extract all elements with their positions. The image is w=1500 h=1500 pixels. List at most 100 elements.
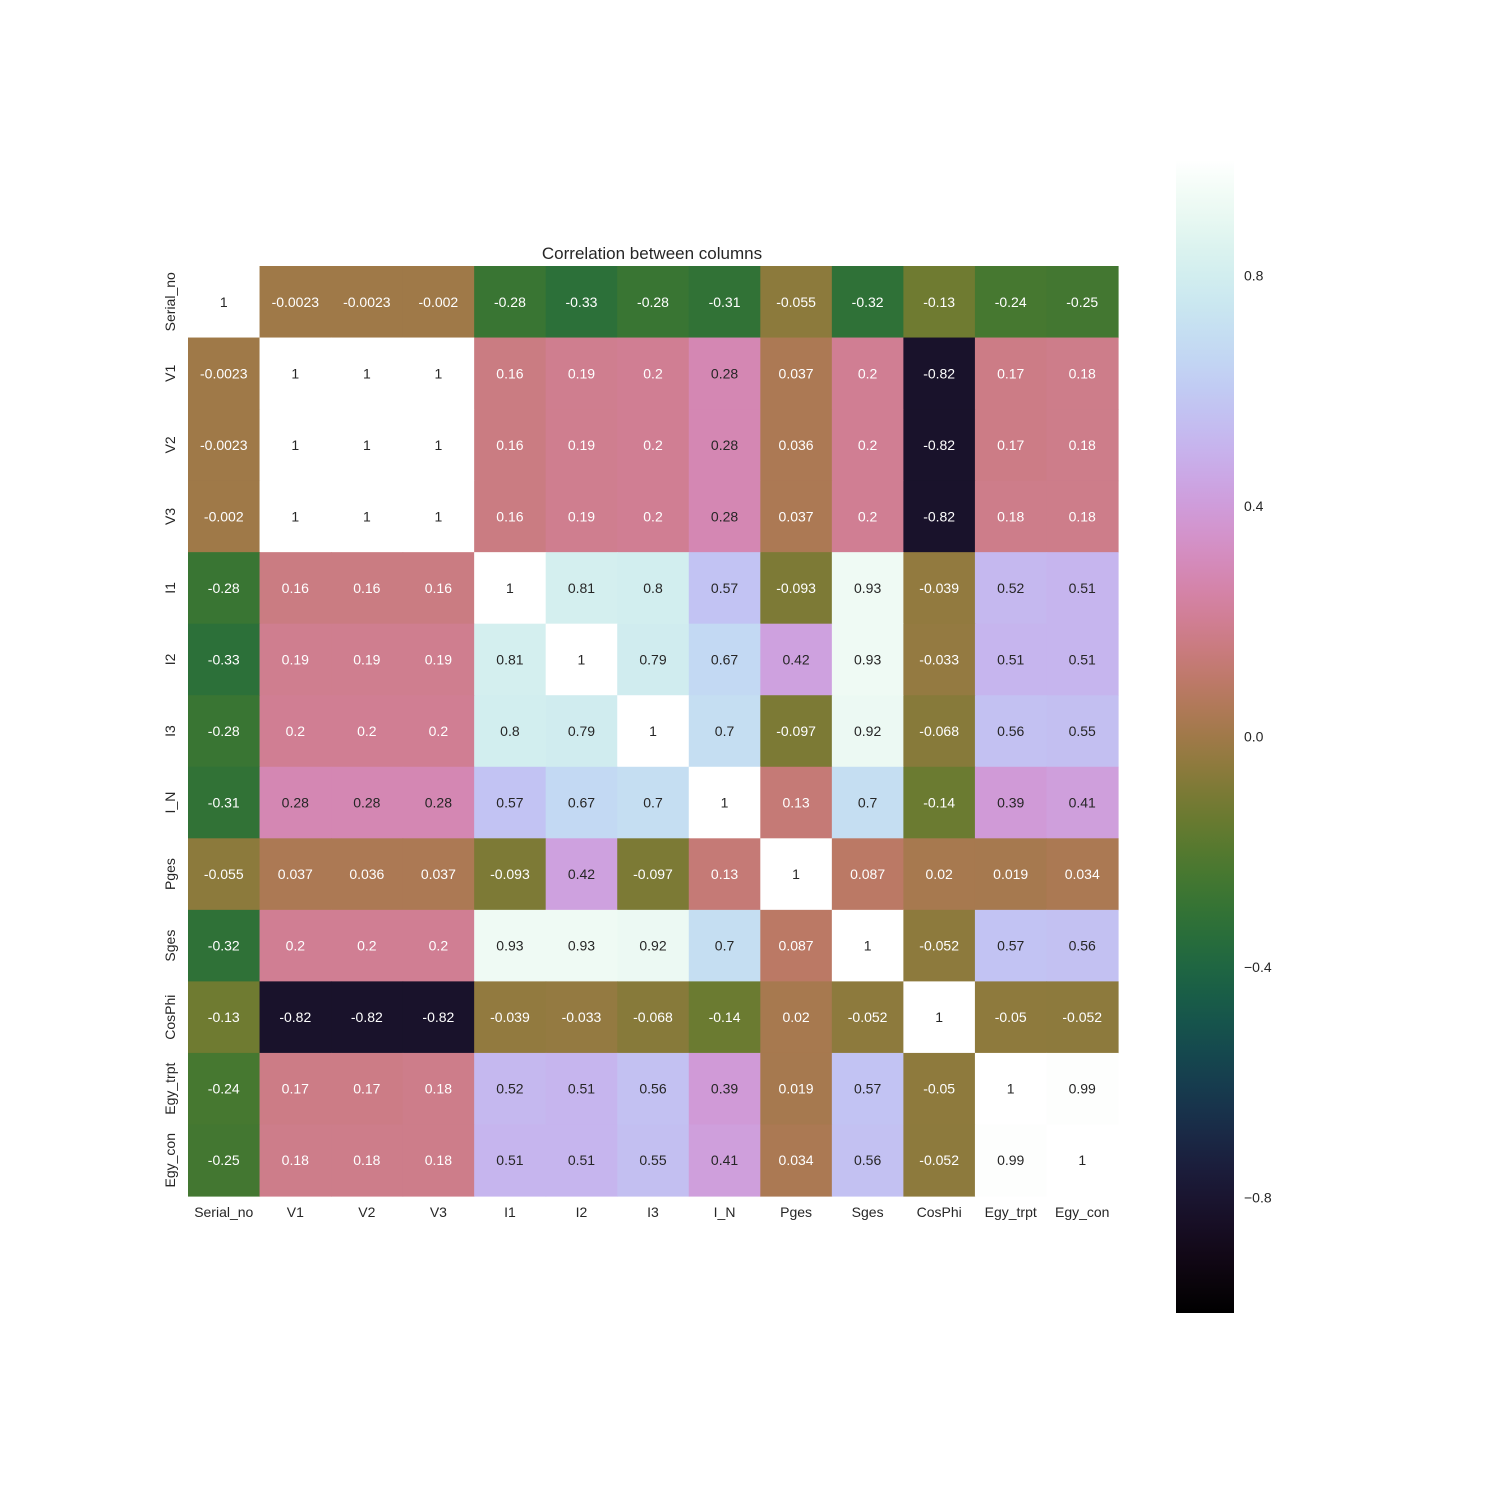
heatmap-cell-label: -0.05 (995, 1009, 1027, 1025)
y-tick-label: Egy_trpt (162, 1063, 178, 1115)
heatmap-cell (903, 695, 976, 768)
heatmap-cell (402, 909, 475, 982)
heatmap-cell-label: -0.82 (422, 1009, 454, 1025)
heatmap-cell-label: 0.037 (278, 866, 313, 882)
heatmap-cell (188, 409, 261, 482)
heatmap-cell-label: 0.037 (421, 866, 456, 882)
heatmap-cell (545, 480, 618, 553)
x-tick-label: Pges (780, 1204, 812, 1220)
heatmap-cell (188, 981, 261, 1054)
heatmap-cell-label: 0.28 (425, 795, 452, 811)
heatmap-cell (474, 766, 547, 839)
heatmap-cell (545, 409, 618, 482)
heatmap-cell (331, 1052, 404, 1126)
heatmap-cell-label: 0.51 (568, 1152, 595, 1168)
heatmap-cell (831, 1052, 904, 1126)
heatmap-cell (974, 909, 1048, 982)
heatmap-cell-label: 0.79 (639, 651, 666, 667)
heatmap-cell (545, 766, 618, 839)
heatmap-cell (760, 909, 833, 982)
heatmap-cell (402, 480, 475, 553)
heatmap-cell-label: 0.93 (496, 938, 523, 954)
heatmap-cell (331, 552, 404, 625)
heatmap-cell (188, 1124, 261, 1197)
heatmap-cell (259, 266, 332, 339)
heatmap-cell-label: 0.18 (1069, 437, 1096, 453)
heatmap-cell (617, 838, 690, 911)
heatmap-cell-label: 0.28 (282, 795, 309, 811)
heatmap-cell (402, 695, 475, 768)
heatmap-cell-label: 0.93 (854, 580, 881, 596)
heatmap-cell (331, 909, 404, 982)
heatmap-cell-label: -0.093 (490, 866, 530, 882)
heatmap-cell (1046, 266, 1119, 339)
heatmap-cell (259, 909, 332, 982)
heatmap-cell-label: 0.51 (1069, 580, 1096, 596)
heatmap-cell (903, 480, 976, 553)
heatmap-cell-label: -0.039 (490, 1009, 530, 1025)
heatmap-cell (617, 337, 690, 410)
y-tick-label: Egy_con (162, 1133, 178, 1187)
x-tick-label: I3 (647, 1204, 659, 1220)
heatmap-cell (974, 766, 1048, 839)
heatmap-cell (474, 1124, 547, 1197)
heatmap-cell-label: 0.18 (282, 1152, 309, 1168)
heatmap-cell (474, 409, 547, 482)
heatmap-cell-label: 0.52 (496, 1081, 523, 1097)
y-tick-label: Serial_no (162, 272, 178, 331)
heatmap-cell (474, 337, 547, 410)
heatmap-cell-label: -0.039 (919, 580, 959, 596)
heatmap-cell (474, 695, 547, 768)
heatmap-cell-label: -0.055 (204, 866, 244, 882)
heatmap-cell-label: -0.033 (919, 651, 959, 667)
x-tick-label: V1 (287, 1204, 304, 1220)
heatmap-cell (259, 838, 332, 911)
heatmap-cell-label: 0.2 (858, 437, 878, 453)
heatmap-cell-label: -0.24 (995, 294, 1027, 310)
heatmap-cell-label: 0.28 (711, 437, 738, 453)
heatmap-cell (617, 909, 690, 982)
heatmap-cell (545, 1052, 618, 1126)
y-tick-label: V2 (162, 436, 178, 453)
heatmap-cell-label: 1 (1007, 1081, 1015, 1097)
y-tick-label: V1 (162, 365, 178, 382)
heatmap-cell (331, 766, 404, 839)
heatmap-cell (831, 1124, 904, 1197)
heatmap-cell-label: 0.17 (997, 437, 1024, 453)
heatmap-cell-label: 0.087 (850, 866, 885, 882)
heatmap-cell-label: 0.18 (425, 1081, 452, 1097)
heatmap-cell-label: -0.13 (923, 294, 955, 310)
heatmap-cell-label: 0.037 (779, 508, 814, 524)
heatmap-cell-label: 0.67 (711, 651, 738, 667)
heatmap-cell-label: -0.32 (208, 938, 240, 954)
heatmap-cell-label: 0.79 (568, 723, 595, 739)
heatmap-cell-label: 0.2 (643, 508, 663, 524)
heatmap-cell (331, 981, 404, 1054)
heatmap-cell-label: 0.19 (568, 508, 595, 524)
heatmap-cell-label: 0.2 (286, 938, 306, 954)
heatmap-cell (1046, 552, 1119, 625)
heatmap-cell-label: 0.019 (779, 1081, 814, 1097)
heatmap-cell (474, 623, 547, 696)
heatmap-cell (1046, 337, 1119, 410)
heatmap-cell-label: 0.56 (639, 1081, 666, 1097)
heatmap-cell (760, 695, 833, 768)
heatmap-cell-label: 1 (291, 365, 299, 381)
heatmap-cell (688, 981, 761, 1054)
heatmap-cell (760, 623, 833, 696)
heatmap-cell (188, 695, 261, 768)
heatmap-cell-label: -0.052 (919, 1152, 959, 1168)
heatmap-cell-label: 0.92 (639, 938, 666, 954)
heatmap-cell-label: 0.16 (496, 508, 523, 524)
heatmap-cell (760, 409, 833, 482)
heatmap-cell-label: 0.56 (1069, 938, 1096, 954)
chart-title: Correlation between columns (542, 244, 762, 263)
heatmap-cell (760, 266, 833, 339)
heatmap-cell-label: -0.25 (208, 1152, 240, 1168)
heatmap-cell (974, 266, 1048, 339)
heatmap-cell-label: 0.2 (429, 938, 449, 954)
heatmap-cell (259, 337, 332, 410)
heatmap-cell-label: -0.097 (776, 723, 816, 739)
heatmap-cell-label: 0.57 (997, 938, 1024, 954)
heatmap-cell-label: -0.33 (208, 651, 240, 667)
